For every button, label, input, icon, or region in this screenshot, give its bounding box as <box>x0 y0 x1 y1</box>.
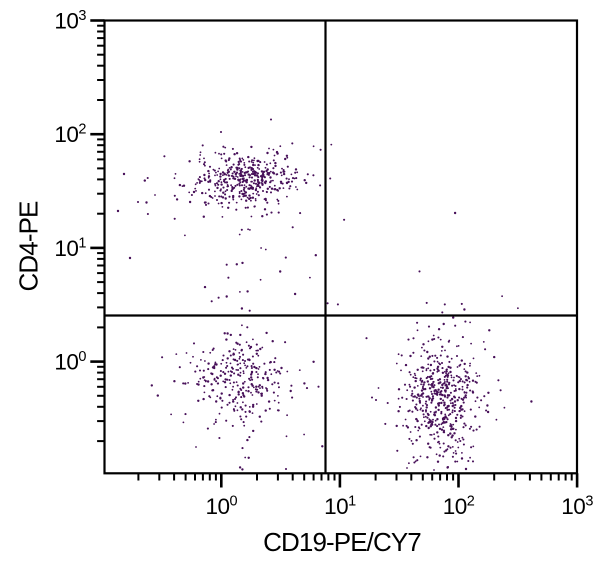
svg-text:103: 103 <box>561 494 593 520</box>
svg-text:CD19-PE/CY7: CD19-PE/CY7 <box>263 527 421 557</box>
svg-text:CD4-PE: CD4-PE <box>14 201 44 292</box>
